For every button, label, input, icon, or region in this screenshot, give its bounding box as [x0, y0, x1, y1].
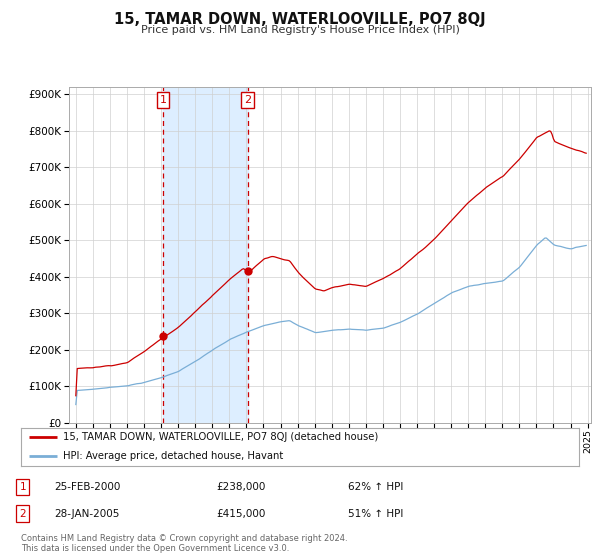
- Text: Price paid vs. HM Land Registry's House Price Index (HPI): Price paid vs. HM Land Registry's House …: [140, 25, 460, 35]
- Text: 28-JAN-2005: 28-JAN-2005: [54, 508, 119, 519]
- Text: 15, TAMAR DOWN, WATERLOOVILLE, PO7 8QJ: 15, TAMAR DOWN, WATERLOOVILLE, PO7 8QJ: [114, 12, 486, 27]
- Text: 25-FEB-2000: 25-FEB-2000: [54, 482, 121, 492]
- Text: HPI: Average price, detached house, Havant: HPI: Average price, detached house, Hava…: [63, 451, 283, 461]
- Text: 1: 1: [160, 95, 167, 105]
- Bar: [163, 87, 248, 423]
- Text: £238,000: £238,000: [216, 482, 265, 492]
- Text: 15, TAMAR DOWN, WATERLOOVILLE, PO7 8QJ (detached house): 15, TAMAR DOWN, WATERLOOVILLE, PO7 8QJ (…: [63, 432, 378, 442]
- Text: 2: 2: [19, 508, 26, 519]
- Text: £415,000: £415,000: [216, 508, 265, 519]
- Text: 2: 2: [244, 95, 251, 105]
- Text: 51% ↑ HPI: 51% ↑ HPI: [348, 508, 403, 519]
- Text: 1: 1: [19, 482, 26, 492]
- Text: Contains HM Land Registry data © Crown copyright and database right 2024.
This d: Contains HM Land Registry data © Crown c…: [21, 534, 347, 553]
- Text: 62% ↑ HPI: 62% ↑ HPI: [348, 482, 403, 492]
